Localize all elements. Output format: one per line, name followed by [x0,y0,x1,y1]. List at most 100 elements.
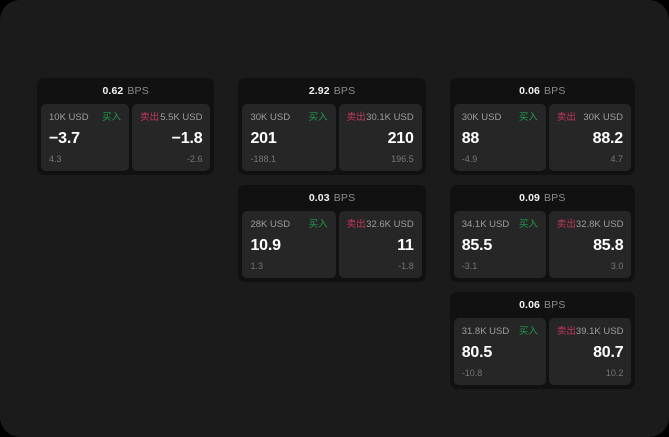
buy-size-label: 30K USD [250,112,291,123]
sell-delta: -1.8 [398,261,414,271]
card-header: 0.06 BPS [454,296,631,314]
quote-card[interactable]: 0.06 BPS 31.8K USD 买入 80.5 -10.8 卖 [449,292,635,389]
sell-side-tag: 卖出 [140,112,160,123]
buy-side-tag: 买入 [518,112,538,123]
card-header: 2.92 BPS [242,82,421,100]
buy-panel-header: 34.1K USD 买入 [462,218,538,231]
buy-panel[interactable]: 34.1K USD 买入 85.5 -3.1 [453,211,546,278]
sell-delta: -2.6 [186,154,203,164]
sell-delta: 4.7 [610,154,623,164]
sell-delta: 3.0 [610,261,624,271]
card-body: 34.1K USD 买入 85.5 -3.1 卖出 32.8K USD 85.8… [453,211,632,278]
sell-side-tag: 卖出 [556,112,576,123]
buy-panel[interactable]: 30K USD 买入 201 -188.1 [242,104,336,171]
buy-price: 88 [461,130,480,147]
buy-delta: 1.3 [250,261,263,271]
sell-price: −1.8 [171,130,203,147]
buy-size-label: 30K USD [461,112,502,123]
buy-delta: 4.3 [49,154,62,164]
buy-price: 10.9 [250,237,281,254]
buy-panel[interactable]: 30K USD 买入 88 -4.9 [453,104,546,171]
buy-panel[interactable]: 31.8K USD 买入 80.5 -10.8 [453,318,546,385]
sell-delta: 196.5 [391,154,414,164]
sell-panel-header: 卖出 5.5K USD [140,111,202,124]
quote-card[interactable]: 0.62 BPS 10K USD 买入 −3.7 4.3 卖出 [37,78,215,175]
sell-side-tag: 卖出 [556,326,576,337]
quote-column-2: 2.92 BPS 30K USD 买入 201 -188.1 卖出 [238,78,426,282]
sell-panel[interactable]: 卖出 30K USD 88.2 4.7 [548,104,631,171]
sell-delta: 10.2 [605,368,624,378]
card-body: 31.8K USD 买入 80.5 -10.8 卖出 39.1K USD 80.… [453,318,632,385]
sell-size-label: 30K USD [583,112,623,123]
buy-delta: -10.8 [461,368,483,378]
buy-side-tag: 买入 [518,326,538,337]
sell-size-label: 39.1K USD [575,326,624,337]
sell-size-label: 32.6K USD [366,219,414,230]
quote-card[interactable]: 2.92 BPS 30K USD 买入 201 -188.1 卖出 [238,78,426,175]
buy-delta: -3.1 [461,261,478,271]
sell-price: 85.8 [593,237,624,254]
bps-value: 0.03 [308,191,330,204]
sell-panel[interactable]: 卖出 39.1K USD 80.7 10.2 [548,318,632,385]
buy-side-tag: 买入 [308,112,328,123]
sell-panel-header: 卖出 32.6K USD [347,218,414,231]
quote-column-3: 0.06 BPS 30K USD 买入 88 -4.9 卖出 [449,78,635,389]
card-body: 30K USD 买入 201 -188.1 卖出 30.1K USD 210 1… [242,104,422,171]
bps-unit-label: BPS [543,298,566,311]
bps-value: 0.06 [519,298,540,311]
sell-price: 80.7 [593,344,624,361]
sell-panel[interactable]: 卖出 32.6K USD 11 -1.8 [338,211,422,278]
buy-delta: -188.1 [250,154,276,164]
card-body: 10K USD 买入 −3.7 4.3 卖出 5.5K USD −1.8 -2.… [41,104,211,171]
bps-unit-label: BPS [127,84,149,97]
bps-value: 0.09 [519,191,540,204]
bps-unit-label: BPS [543,84,566,97]
buy-panel[interactable]: 10K USD 买入 −3.7 4.3 [41,104,130,171]
sell-panel-header: 卖出 30.1K USD [347,111,414,124]
sell-size-label: 30.1K USD [366,112,414,123]
buy-size-label: 10K USD [49,112,89,123]
sell-panel-header: 卖出 32.8K USD [557,218,624,231]
buy-panel-header: 31.8K USD 买入 [462,325,538,338]
buy-size-label: 31.8K USD [461,326,510,337]
sell-price: 210 [387,130,414,147]
sell-side-tag: 卖出 [346,112,366,123]
card-header: 0.62 BPS [41,82,210,100]
sell-price: 11 [397,237,414,254]
sell-price: 88.2 [592,130,624,147]
buy-side-tag: 买入 [102,112,122,123]
card-header: 0.06 BPS [454,82,631,100]
sell-panel[interactable]: 卖出 30.1K USD 210 196.5 [338,104,422,171]
buy-panel-header: 10K USD 买入 [49,111,121,124]
buy-panel-header: 30K USD 买入 [462,111,538,124]
quote-card[interactable]: 0.09 BPS 34.1K USD 买入 85.5 -3.1 卖出 [449,185,635,282]
sell-panel[interactable]: 卖出 32.8K USD 85.8 3.0 [548,211,632,278]
quote-card[interactable]: 0.06 BPS 30K USD 买入 88 -4.9 卖出 [449,78,635,175]
sell-side-tag: 卖出 [556,219,576,230]
quote-column-1: 0.62 BPS 10K USD 买入 −3.7 4.3 卖出 [37,78,215,175]
buy-side-tag: 买入 [308,219,328,230]
sell-panel-header: 卖出 30K USD [557,111,623,124]
bps-value: 2.92 [308,84,330,97]
bps-unit-label: BPS [333,84,356,97]
buy-delta: -4.9 [461,154,478,164]
buy-panel-header: 30K USD 买入 [250,111,327,124]
buy-size-label: 34.1K USD [461,219,510,230]
buy-side-tag: 买入 [518,219,538,230]
quote-card[interactable]: 0.03 BPS 28K USD 买入 10.9 1.3 卖出 [238,185,426,282]
buy-size-label: 28K USD [250,219,291,230]
bps-unit-label: BPS [543,191,566,204]
buy-price: 80.5 [461,344,493,361]
buy-price: 201 [250,130,277,147]
buy-price: 85.5 [461,237,493,254]
buy-panel-header: 28K USD 买入 [250,218,327,231]
bps-unit-label: BPS [333,191,356,204]
buy-price: −3.7 [49,130,80,147]
card-header: 0.09 BPS [454,189,631,207]
sell-size-label: 5.5K USD [160,112,203,123]
sell-panel[interactable]: 卖出 5.5K USD −1.8 -2.6 [132,104,211,171]
bps-value: 0.06 [519,84,540,97]
sell-panel-header: 卖出 39.1K USD [557,325,624,338]
buy-panel[interactable]: 28K USD 买入 10.9 1.3 [242,211,336,278]
